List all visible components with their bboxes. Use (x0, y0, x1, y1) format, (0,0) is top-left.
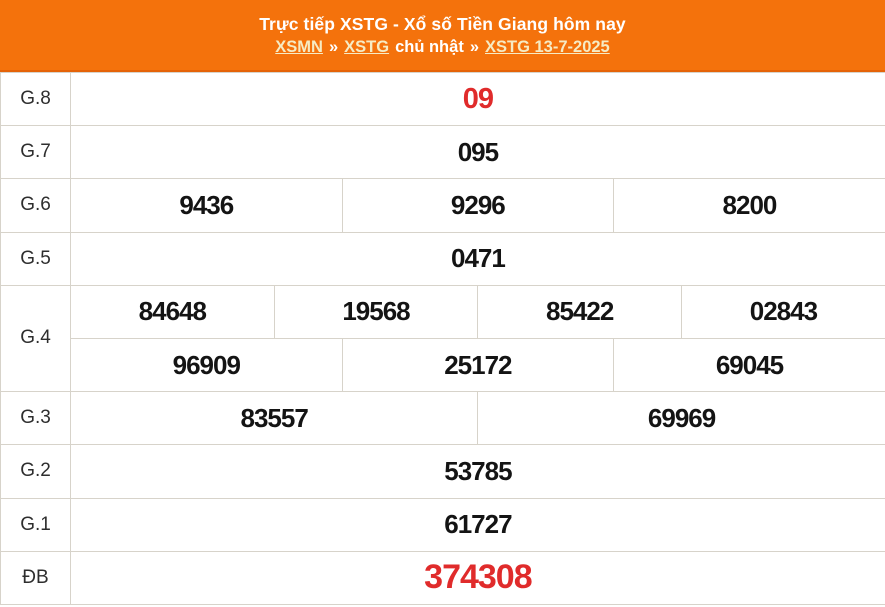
prize-number-g3-1: 83557 (69, 391, 479, 446)
lottery-results-table: G.8 09 G.7 095 G.6 9436 9296 8200 G.5 04… (0, 71, 885, 606)
breadcrumb-link-xstg[interactable]: XSTG (344, 37, 390, 56)
prize-label-g6: G.6 (0, 178, 71, 233)
breadcrumb-separator: » (469, 37, 479, 56)
breadcrumb-day-text: chủ nhật (395, 37, 464, 56)
prize-number-g7: 095 (70, 125, 885, 180)
table-row-db: ĐB 374308 (0, 550, 885, 606)
prize-number-g4-3: 85422 (477, 284, 683, 339)
prize-label-db: ĐB (0, 550, 71, 606)
prize-number-g3-2: 69969 (477, 391, 885, 446)
table-row-g2: G.2 53785 (0, 444, 885, 499)
prize-number-db: 374308 (70, 550, 885, 606)
table-row-g4-line2: 96909 25172 69045 (1, 337, 885, 393)
breadcrumb-separator: » (328, 37, 339, 56)
prize-label-g7: G.7 (0, 125, 71, 180)
prize-number-g5: 0471 (70, 231, 885, 286)
breadcrumb: XSMN » XSTG chủ nhật » XSTG 13-7-2025 (275, 38, 609, 57)
breadcrumb-link-date[interactable]: XSTG 13-7-2025 (485, 37, 610, 56)
prize-number-g4-4: 02843 (681, 284, 885, 339)
prize-number-g4-7: 69045 (613, 337, 885, 393)
table-row-g5: G.5 0471 (0, 231, 885, 286)
prize-number-g4-6: 25172 (341, 337, 615, 393)
prize-number-g6-1: 9436 (70, 178, 343, 233)
prize-number-g6-2: 9296 (341, 178, 615, 233)
table-row-g6: G.6 9436 9296 8200 (0, 178, 885, 233)
table-row-g3: G.3 83557 69969 (0, 391, 885, 446)
table-row-g8: G.8 09 (0, 71, 885, 127)
page-title: Trực tiếp XSTG - Xổ số Tiền Giang hôm na… (259, 13, 626, 34)
prize-label-g5: G.5 (0, 231, 71, 286)
prize-label-g2: G.2 (0, 444, 71, 499)
prize-number-g1: 61727 (70, 497, 885, 552)
prize-number-g4-2: 19568 (273, 284, 479, 339)
prize-number-g8: 09 (70, 71, 885, 127)
prize-number-g6-3: 8200 (613, 178, 885, 233)
breadcrumb-link-xsmn[interactable]: XSMN (275, 37, 323, 56)
table-row-g4-line1: G.4 84648 19568 85422 02843 (0, 284, 885, 393)
table-row-g1: G.1 61727 (0, 497, 885, 552)
table-row-g7: G.7 095 (0, 125, 885, 180)
prize-number-g4-1: 84648 (70, 284, 275, 339)
prize-label-g4: G.4 (0, 284, 71, 393)
prize-number-g4-5: 96909 (70, 337, 343, 393)
prize-number-g2: 53785 (70, 444, 885, 499)
prize-label-g8: G.8 (0, 71, 71, 127)
prize-label-g3: G.3 (0, 391, 71, 446)
prize-label-g1: G.1 (0, 497, 71, 552)
page-header: Trực tiếp XSTG - Xổ số Tiền Giang hôm na… (0, 0, 885, 72)
